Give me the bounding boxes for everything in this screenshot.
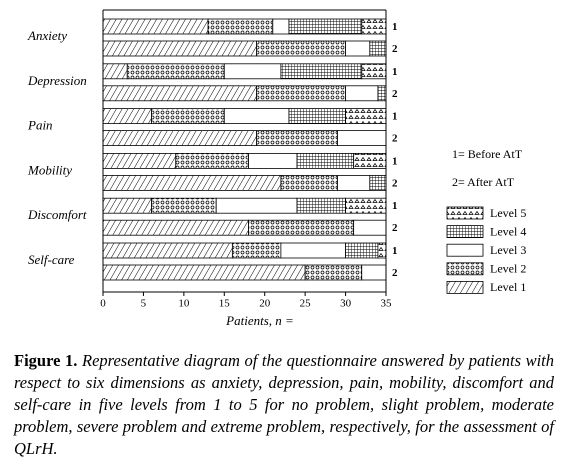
- bar-segment: [102, 219, 249, 236]
- bar-segment: [337, 130, 387, 147]
- bar-segment: [345, 242, 379, 259]
- bar-segment: [361, 18, 387, 35]
- category-label: Anxiety: [27, 28, 67, 43]
- x-tick-label: 0: [100, 298, 106, 310]
- bar-segment: [304, 264, 363, 281]
- bar-segment: [207, 18, 274, 35]
- bar-segment: [345, 85, 379, 102]
- bar-segment: [296, 197, 346, 214]
- bar-segment: [102, 18, 209, 35]
- chart: Patients, n = 1= Before AtT 2= After AtT…: [27, 9, 526, 328]
- category-label: Depression: [27, 73, 87, 88]
- bar-segment: [151, 197, 217, 214]
- row-label: 2: [392, 222, 398, 234]
- bar-segment: [248, 152, 298, 169]
- bar-segment: [353, 219, 387, 236]
- legend-label: Level 4: [490, 224, 526, 238]
- x-tick-label: 10: [178, 298, 190, 310]
- bar-segment: [102, 174, 282, 191]
- row-label: 1: [392, 21, 398, 33]
- bar-segment: [223, 108, 290, 124]
- row-label: 1: [392, 245, 398, 257]
- bar-segment: [377, 85, 387, 102]
- row-label: 2: [392, 43, 398, 55]
- bar-segment: [126, 63, 225, 80]
- row-label: 2: [392, 88, 398, 100]
- bar-segment: [369, 174, 387, 191]
- bar-segment: [345, 197, 387, 214]
- bar-segment: [280, 242, 346, 259]
- bar-segment: [256, 40, 346, 57]
- legend-swatch: [446, 243, 484, 257]
- legend-label: Level 2: [490, 262, 526, 276]
- x-tick-label: 15: [219, 298, 231, 310]
- bar-segment: [231, 242, 282, 259]
- bar-segment: [223, 63, 282, 80]
- bar-segment: [102, 130, 258, 147]
- bar-segment: [345, 40, 371, 57]
- bar-segment: [361, 63, 387, 80]
- row-label: 2: [392, 133, 398, 145]
- x-tick-label: 20: [259, 298, 271, 310]
- bar-segment: [102, 85, 258, 102]
- bar-segment: [175, 152, 249, 169]
- bar-segment: [361, 264, 387, 281]
- row-label: 1: [392, 200, 398, 212]
- row-legend: 2= After AtT: [452, 175, 515, 189]
- category-label: Pain: [27, 118, 53, 133]
- legend-swatch: [446, 262, 484, 276]
- bar-segment: [102, 197, 152, 214]
- bar-segment: [102, 242, 233, 259]
- legend-swatch: [446, 225, 484, 239]
- x-tick-label: 25: [300, 298, 312, 310]
- bar-segment: [215, 197, 298, 214]
- caption: Figure 1. Representative diagram of the …: [14, 350, 554, 460]
- x-axis-label: Patients, n =: [225, 313, 294, 328]
- bar-segment: [280, 63, 363, 80]
- row-label: 1: [392, 66, 398, 78]
- category-label: Discomfort: [27, 207, 87, 222]
- bar-segment: [288, 108, 346, 124]
- bar-segment: [256, 130, 338, 147]
- bar-segment: [102, 63, 128, 80]
- bar-segment: [280, 174, 338, 191]
- bar-segment: [288, 18, 363, 35]
- caption-label: Figure 1.: [14, 351, 78, 370]
- bar-segment: [248, 219, 355, 236]
- bar-segment: [272, 18, 290, 35]
- legend-swatch: [446, 206, 484, 220]
- bar-segment: [377, 242, 387, 259]
- legend-label: Level 5: [490, 206, 526, 220]
- x-tick-label: 5: [141, 298, 147, 310]
- row-label: 1: [392, 155, 398, 167]
- row-legend: 1= Before AtT: [452, 147, 523, 161]
- category-label: Mobility: [27, 162, 72, 177]
- bar-segment: [345, 108, 387, 124]
- legend-swatch: [446, 280, 484, 294]
- bar-segment: [369, 40, 387, 57]
- bar-segment: [151, 108, 225, 124]
- category-label: Self-care: [28, 252, 75, 267]
- bar-segment: [102, 264, 306, 281]
- caption-text: Representative diagram of the questionna…: [14, 351, 554, 458]
- bar-segment: [102, 108, 152, 124]
- legend-label: Level 1: [490, 280, 526, 294]
- bar-segment: [296, 152, 355, 169]
- x-tick-label: 30: [340, 298, 352, 310]
- x-tick-label: 35: [381, 298, 393, 310]
- bar-segment: [102, 40, 258, 57]
- bar-segment: [337, 174, 371, 191]
- row-label: 2: [392, 267, 398, 279]
- bar-segment: [353, 152, 387, 169]
- bar-segment: [102, 152, 177, 169]
- legend-label: Level 3: [490, 243, 526, 257]
- row-label: 1: [392, 111, 398, 123]
- bar-segment: [256, 85, 346, 102]
- row-label: 2: [392, 177, 398, 189]
